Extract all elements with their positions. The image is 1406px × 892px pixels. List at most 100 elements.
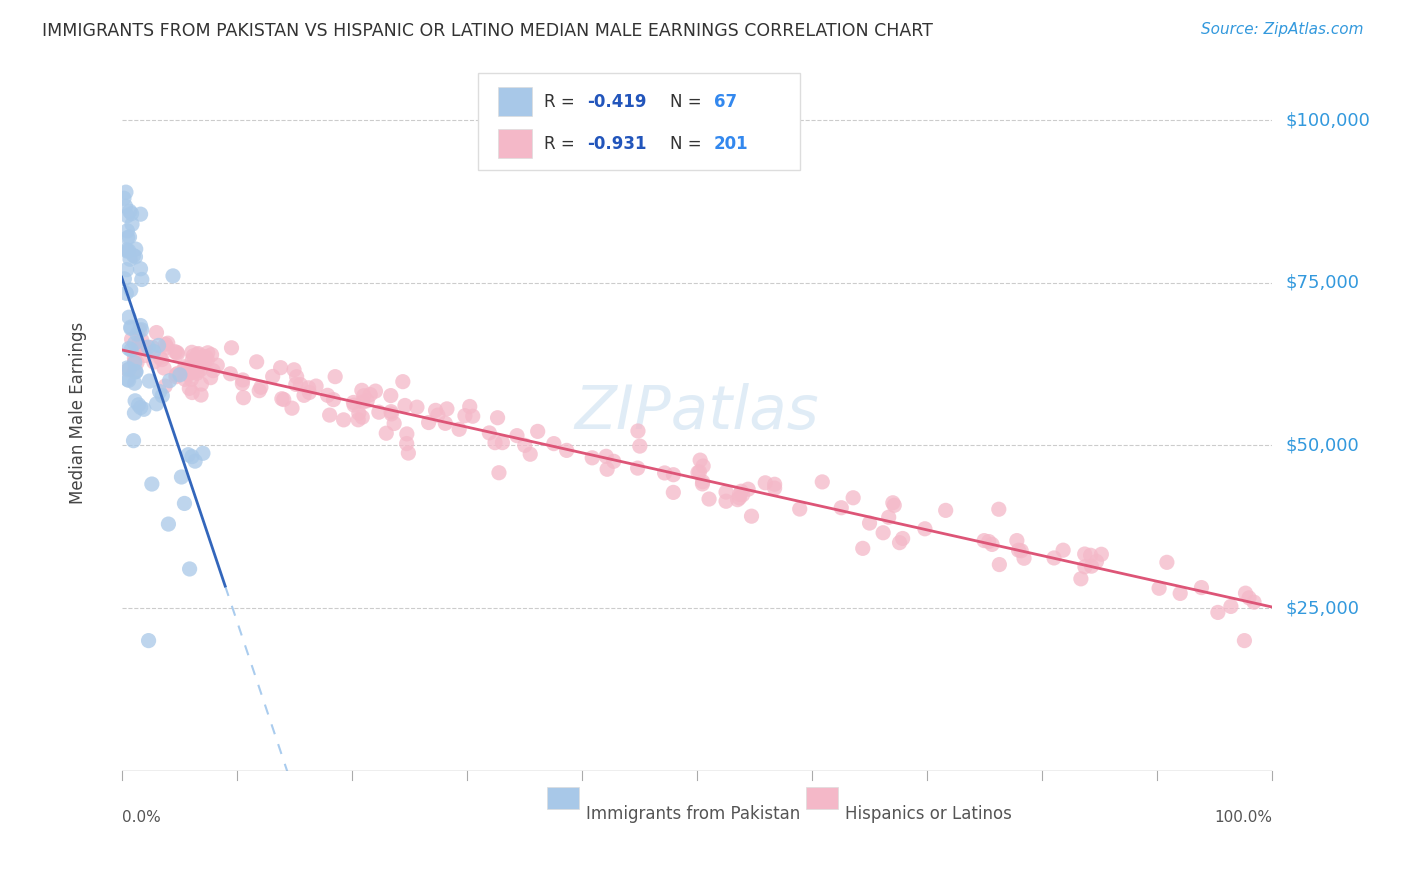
Point	[987, 502, 1010, 516]
Point	[478, 425, 501, 440]
Point	[197, 346, 219, 360]
Point	[122, 434, 145, 448]
Point	[602, 454, 624, 468]
Point	[977, 534, 1000, 549]
Point	[118, 230, 141, 244]
Point	[728, 487, 751, 501]
Point	[181, 353, 204, 368]
Point	[169, 368, 191, 382]
Point	[1206, 606, 1229, 620]
Point	[194, 351, 217, 366]
Point	[689, 453, 711, 467]
Point	[262, 369, 284, 384]
FancyBboxPatch shape	[498, 129, 533, 158]
Point	[662, 485, 685, 500]
Point	[380, 389, 402, 403]
Point	[183, 349, 205, 363]
Point	[122, 248, 145, 262]
Point	[882, 496, 904, 510]
Point	[219, 367, 242, 381]
Point	[232, 391, 254, 405]
Point	[191, 446, 214, 460]
Point	[1156, 555, 1178, 569]
Point	[166, 345, 188, 359]
Point	[128, 398, 150, 412]
Point	[114, 199, 136, 213]
Point	[142, 344, 165, 359]
Point	[127, 343, 149, 357]
Point	[141, 340, 163, 354]
Text: Immigrants from Pakistan: Immigrants from Pakistan	[586, 805, 800, 823]
Point	[115, 243, 138, 257]
Point	[120, 321, 142, 335]
Point	[184, 454, 207, 468]
Point	[180, 345, 202, 359]
Point	[1234, 586, 1257, 600]
Point	[1052, 543, 1074, 558]
Point	[347, 406, 370, 420]
Point	[395, 426, 418, 441]
Point	[188, 351, 211, 365]
Point	[858, 516, 880, 530]
Point	[322, 392, 344, 407]
FancyBboxPatch shape	[547, 787, 579, 809]
Point	[347, 413, 370, 427]
Point	[166, 347, 188, 361]
Point	[165, 369, 187, 384]
Point	[519, 447, 541, 461]
Point	[150, 352, 173, 367]
Point	[754, 475, 776, 490]
Point	[156, 340, 179, 354]
Point	[555, 443, 578, 458]
Point	[115, 244, 138, 258]
Point	[187, 346, 209, 360]
Point	[150, 389, 173, 403]
Point	[180, 372, 202, 386]
Point	[842, 491, 865, 505]
Point	[352, 410, 374, 425]
Point	[129, 261, 152, 276]
Point	[692, 458, 714, 473]
Point	[628, 439, 651, 453]
Point	[136, 340, 159, 354]
Point	[316, 388, 339, 402]
Point	[131, 333, 153, 347]
Point	[187, 364, 209, 378]
Point	[118, 373, 141, 387]
Point	[197, 352, 219, 367]
Text: R =: R =	[544, 135, 579, 153]
Point	[187, 352, 209, 367]
Point	[186, 359, 208, 374]
Point	[394, 399, 416, 413]
Point	[627, 424, 650, 438]
FancyBboxPatch shape	[478, 73, 800, 169]
Point	[343, 398, 366, 412]
Point	[170, 470, 193, 484]
Point	[117, 209, 139, 223]
Text: N =: N =	[671, 135, 707, 153]
Point	[124, 406, 146, 420]
Point	[1080, 559, 1102, 574]
Point	[449, 422, 471, 436]
Text: Hispanics or Latinos: Hispanics or Latinos	[845, 805, 1012, 823]
Point	[162, 268, 184, 283]
Text: -0.419: -0.419	[588, 93, 647, 111]
Point	[1080, 548, 1102, 562]
Point	[118, 204, 141, 219]
Point	[395, 436, 418, 450]
Text: $75,000: $75,000	[1285, 274, 1360, 292]
Point	[380, 405, 402, 419]
Point	[127, 327, 149, 342]
Point	[654, 466, 676, 480]
Point	[763, 481, 786, 495]
Point	[1043, 551, 1066, 566]
Point	[281, 401, 304, 416]
Point	[367, 405, 389, 419]
Point	[889, 535, 911, 549]
Point	[1233, 633, 1256, 648]
Point	[124, 354, 146, 368]
Point	[193, 357, 215, 371]
Point	[425, 403, 447, 417]
Point	[202, 364, 225, 378]
Point	[285, 369, 308, 384]
